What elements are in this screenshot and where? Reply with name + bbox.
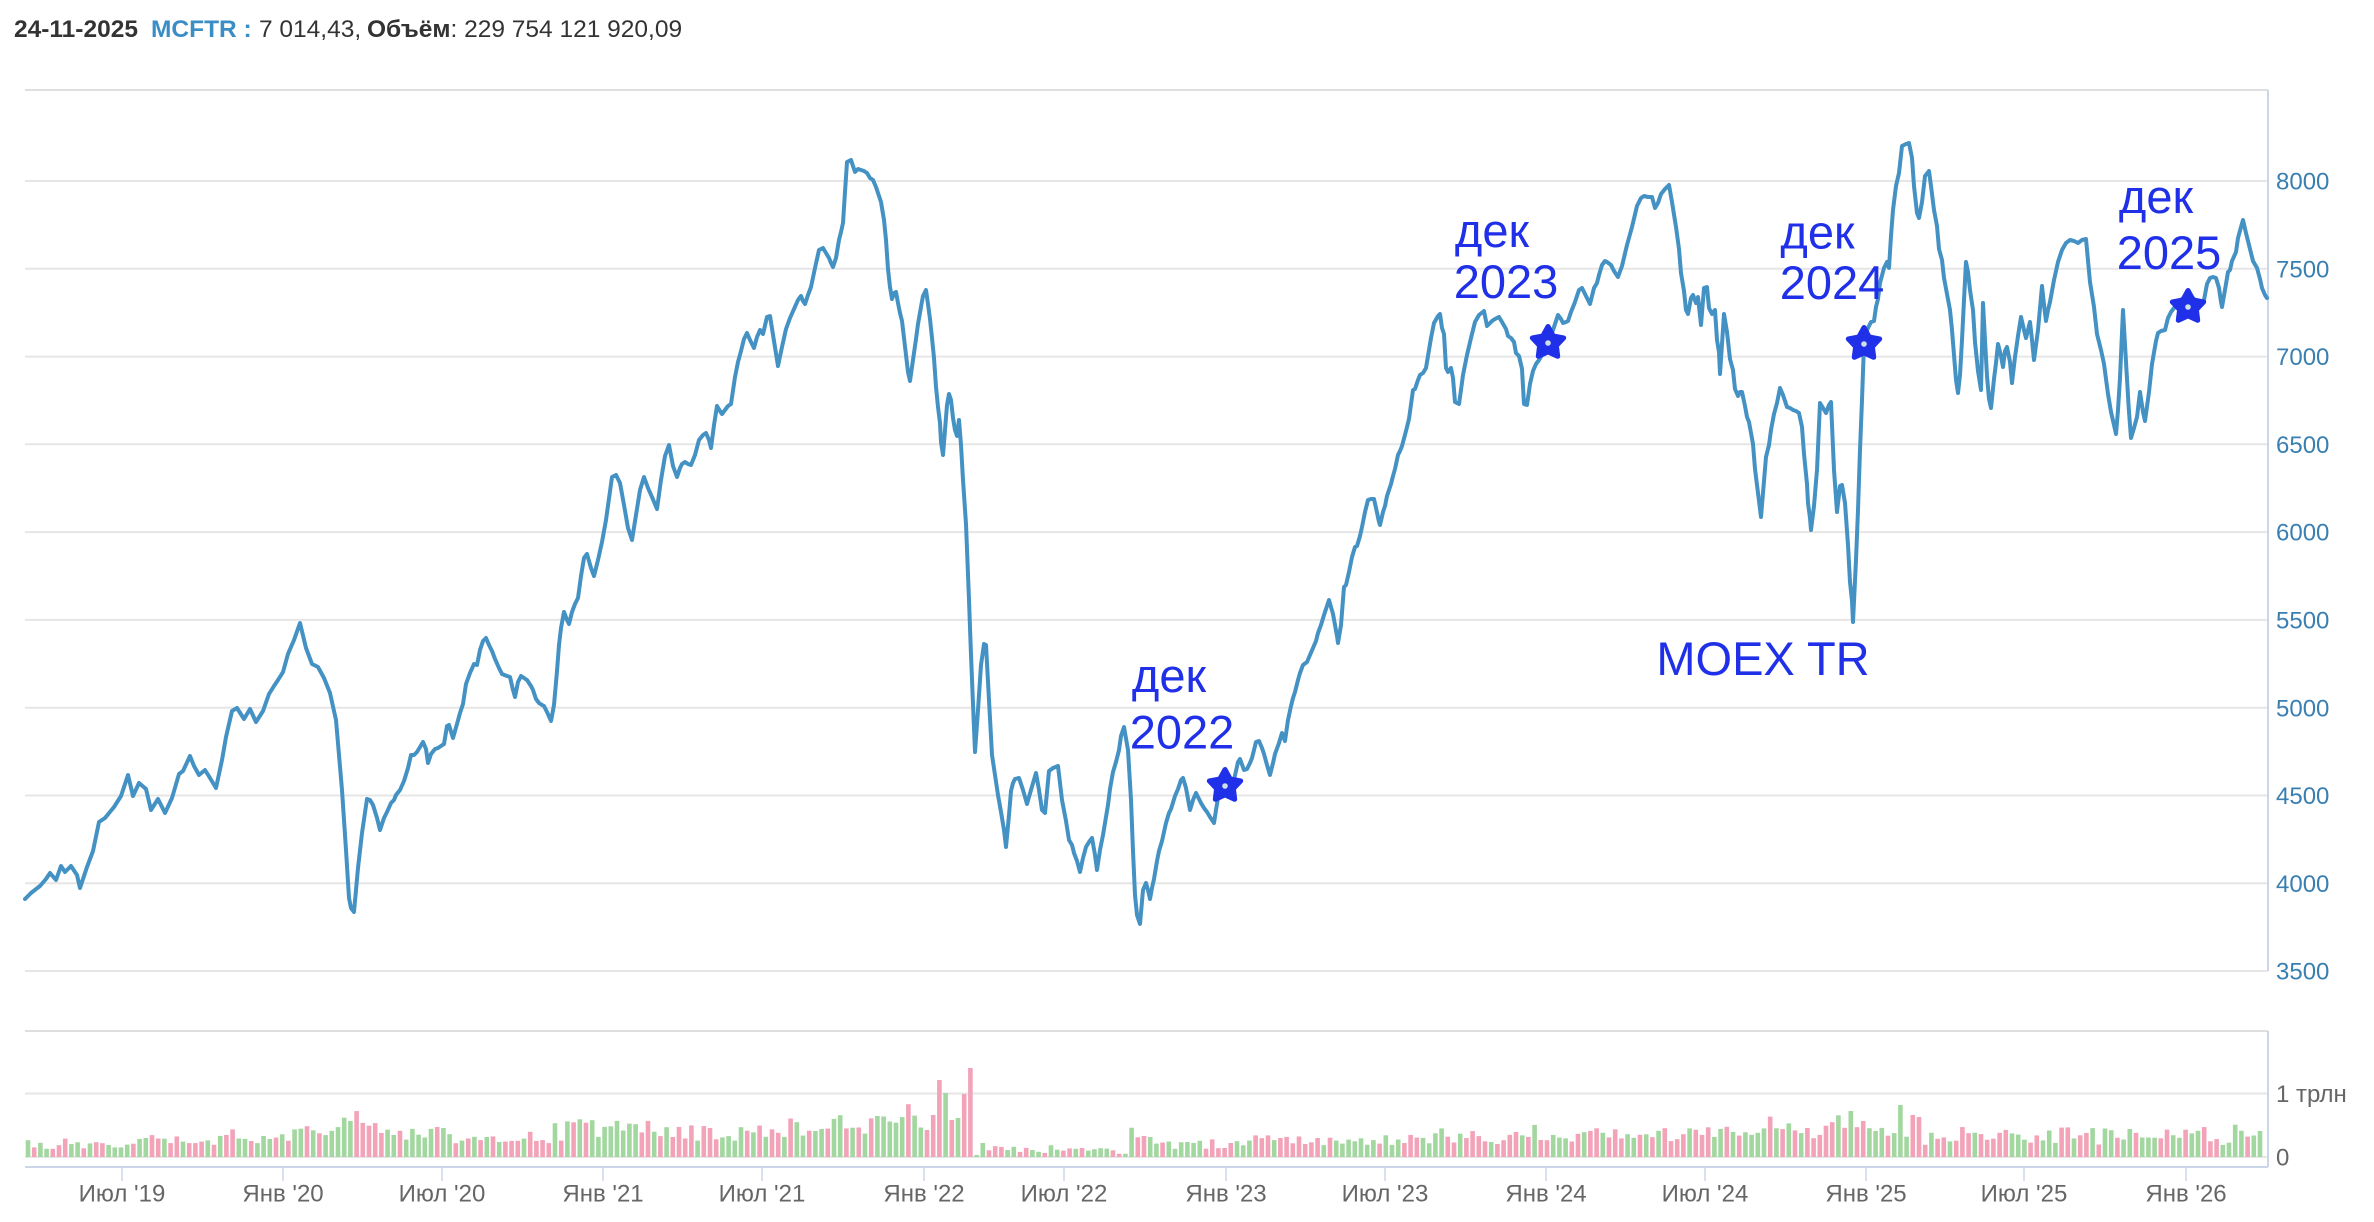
svg-text:7500: 7500 [2276,256,2329,283]
svg-text:2022: 2022 [1130,706,1235,759]
svg-text:Июл '22: Июл '22 [1021,1181,1108,1208]
svg-text:Июл '24: Июл '24 [1662,1181,1749,1208]
svg-text:дек: дек [1780,206,1855,259]
svg-text:4000: 4000 [2276,871,2329,898]
svg-text:7000: 7000 [2276,344,2329,371]
svg-text:8000: 8000 [2276,169,2329,196]
svg-text:дек: дек [1132,649,1207,702]
svg-text:Янв '26: Янв '26 [2145,1181,2226,1208]
svg-text:Июл '21: Июл '21 [719,1181,806,1208]
svg-text:1 трлн: 1 трлн [2276,1081,2347,1108]
svg-text:6500: 6500 [2276,432,2329,459]
svg-text:2025: 2025 [2117,226,2222,279]
svg-text:0: 0 [2276,1145,2289,1172]
svg-text:Янв '20: Янв '20 [242,1181,323,1208]
svg-text:Янв '24: Янв '24 [1505,1181,1586,1208]
svg-text:5500: 5500 [2276,608,2329,635]
svg-text:дек: дек [1455,204,1530,257]
svg-text:5000: 5000 [2276,695,2329,722]
svg-text:4500: 4500 [2276,783,2329,810]
svg-text:дек: дек [2119,170,2194,223]
svg-text:MOEX TR: MOEX TR [1656,632,1869,685]
svg-text:2024: 2024 [1780,256,1885,309]
svg-text:Янв '22: Янв '22 [883,1181,964,1208]
svg-text:Июл '19: Июл '19 [79,1181,166,1208]
svg-text:Июл '25: Июл '25 [1981,1181,2068,1208]
svg-text:6000: 6000 [2276,520,2329,547]
svg-text:Июл '23: Июл '23 [1342,1181,1429,1208]
svg-text:Янв '25: Янв '25 [1825,1181,1906,1208]
svg-text:2023: 2023 [1454,255,1559,308]
svg-text:Июл '20: Июл '20 [399,1181,486,1208]
svg-text:Янв '23: Янв '23 [1185,1181,1266,1208]
svg-text:3500: 3500 [2276,959,2329,986]
svg-text:Янв '21: Янв '21 [562,1181,643,1208]
